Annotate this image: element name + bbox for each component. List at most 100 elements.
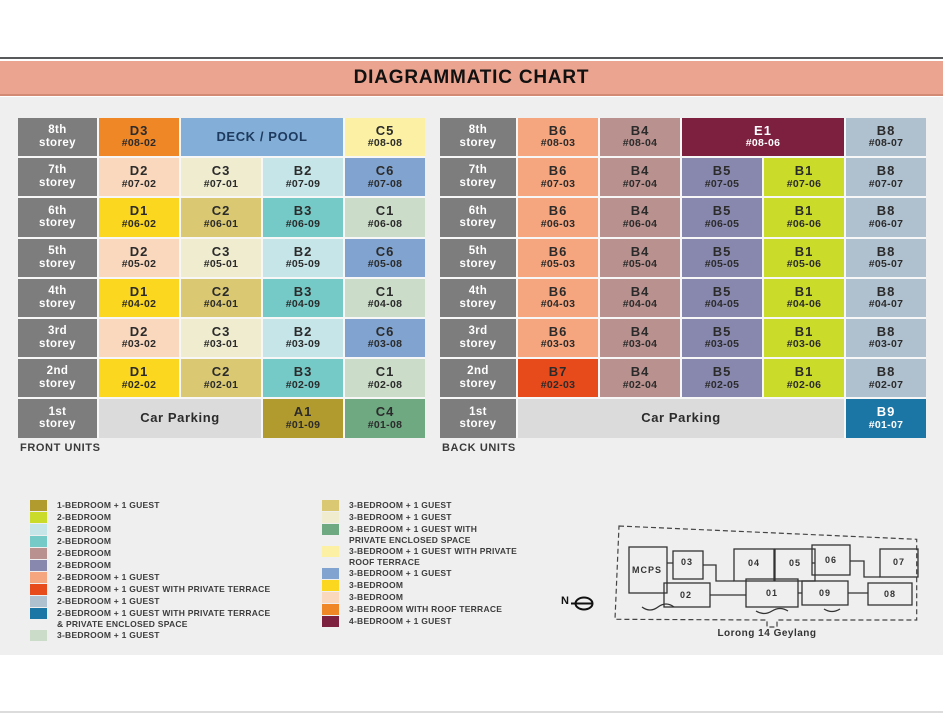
unit-cell: D1 #06-02 xyxy=(99,198,179,237)
unit-cell: B5 #02-05 xyxy=(682,359,762,398)
back-units-grid: 8th storey B6 #08-03 B4 #08-04 E1 #08-06 B8 #08-0… xyxy=(440,118,926,438)
street-label: Lorong 14 Geylang xyxy=(717,628,816,639)
legend-item: 3-BEDROOM + 1 GUEST WITH PRIVATE ROOF TE… xyxy=(322,546,602,567)
legend-item-label: 3-BEDROOM xyxy=(349,592,404,603)
unit-number: #02-08 xyxy=(367,378,403,391)
unit-type: B1 xyxy=(794,283,814,299)
unit-cell: D2 #05-02 xyxy=(99,238,179,277)
unit-cell: B1 #06-06 xyxy=(764,198,844,237)
unit-cell: C2 #04-01 xyxy=(181,278,261,317)
unit-type: B6 xyxy=(548,323,568,339)
unit-number: #04-05 xyxy=(704,298,740,311)
legend-item: 2-BEDROOM + 1 GUEST WITH PRIVATE TERRACE xyxy=(30,584,318,595)
title-bar: DIAGRAMMATIC CHART xyxy=(0,61,943,96)
unit-cell: B4 #04-04 xyxy=(600,278,680,317)
unit-type: B3 xyxy=(293,203,313,219)
unit-number: #07-07 xyxy=(868,177,904,190)
unit-cell: B8 #04-07 xyxy=(846,278,926,317)
unit-cell: B6 #06-03 xyxy=(518,198,598,237)
unit-type: B6 xyxy=(548,283,568,299)
legend-color-swatch xyxy=(30,560,47,571)
unit-type: B5 xyxy=(712,283,732,299)
legend-item: 3-BEDROOM + 1 GUEST xyxy=(30,630,318,642)
unit-cell: B5 #04-05 xyxy=(682,278,762,317)
unit-type: B6 xyxy=(548,243,568,259)
storey-label-cell: 5th storey xyxy=(440,238,516,277)
legend-color-swatch xyxy=(322,512,339,523)
car-parking-cell: Car Parking xyxy=(99,399,261,438)
unit-cell: B1 #03-06 xyxy=(764,318,844,358)
site-unit-label: 09 xyxy=(819,588,831,598)
unit-number: #02-09 xyxy=(285,378,321,391)
legend-item: 2-BEDROOM xyxy=(30,536,318,547)
unit-number: #07-03 xyxy=(540,177,576,190)
unit-cell: B5 #06-05 xyxy=(682,198,762,237)
unit-type: B7 xyxy=(548,364,568,380)
legend-color-swatch xyxy=(322,568,339,580)
unit-number: #04-07 xyxy=(868,298,904,311)
site-unit-label: 02 xyxy=(680,590,692,600)
unit-type: A1 xyxy=(293,404,313,420)
legend-item: 3-BEDROOM + 1 GUEST xyxy=(322,500,602,511)
unit-cell: C4 #01-08 xyxy=(345,399,425,438)
storey-label-cell: 1st storey xyxy=(440,399,516,438)
legend-item-label: 3-BEDROOM + 1 GUEST xyxy=(349,512,452,522)
legend-color-swatch xyxy=(322,500,339,511)
unit-number: #05-01 xyxy=(203,258,239,271)
unit-number: #07-02 xyxy=(121,177,157,190)
unit-type: C4 xyxy=(375,404,395,420)
legend-item-label: 1-BEDROOM + 1 GUEST xyxy=(57,500,160,510)
unit-number: #02-06 xyxy=(786,378,822,391)
unit-number: #01-09 xyxy=(285,418,321,431)
legend-item-label: 3-BEDROOM + 1 GUEST WITH PRIVATE ROOF TE… xyxy=(349,546,518,567)
storey-word: storey xyxy=(39,137,76,150)
legend-item-label: 2-BEDROOM xyxy=(57,512,112,522)
unit-number: #03-01 xyxy=(203,338,239,351)
unit-cell: B6 #04-03 xyxy=(518,278,598,317)
unit-cell: E1 #08-06 xyxy=(682,118,844,157)
legend-item: 3-BEDROOM + 1 GUEST xyxy=(322,512,602,523)
legend-item: 2-BEDROOM xyxy=(30,524,318,535)
legend-item-label: 2-BEDROOM xyxy=(57,536,112,546)
unit-number: #03-03 xyxy=(540,338,576,351)
legend-item: 1-BEDROOM + 1 GUEST xyxy=(30,500,318,511)
unit-cell: B1 #07-06 xyxy=(764,158,844,197)
unit-type: B1 xyxy=(794,364,814,380)
unit-number: #07-09 xyxy=(285,177,321,190)
storey-word: storey xyxy=(459,217,497,230)
unit-cell: C6 #07-08 xyxy=(345,158,425,197)
legend-item-label: 2-BEDROOM + 1 GUEST xyxy=(57,596,160,606)
storey-label-cell: 2nd storey xyxy=(18,359,97,398)
legend-color-swatch xyxy=(30,630,47,642)
storey-word: storey xyxy=(39,378,76,391)
unit-type: C2 xyxy=(211,283,231,299)
storey-label-cell: 7th storey xyxy=(18,158,97,197)
north-arrow-icon xyxy=(570,596,594,611)
unit-cell: B4 #03-04 xyxy=(600,318,680,358)
unit-number: #02-02 xyxy=(121,378,157,391)
legend-item: 3-BEDROOM WITH ROOF TERRACE xyxy=(322,604,602,616)
unit-number: #05-08 xyxy=(367,258,403,271)
unit-cell: B4 #06-04 xyxy=(600,198,680,237)
legend-color-swatch xyxy=(30,512,47,523)
unit-type: B8 xyxy=(876,364,896,380)
unit-cell: B5 #07-05 xyxy=(682,158,762,197)
storey-word: storey xyxy=(459,137,497,150)
legend-color-swatch xyxy=(322,580,339,592)
unit-type: B1 xyxy=(794,203,814,219)
unit-number: #02-05 xyxy=(704,378,740,391)
unit-type: B8 xyxy=(876,323,896,339)
bottom-divider-line xyxy=(0,711,943,713)
unit-cell: B1 #02-06 xyxy=(764,359,844,398)
unit-number: #04-04 xyxy=(622,298,658,311)
unit-type: B2 xyxy=(293,243,313,259)
storey-number: 4th xyxy=(468,284,488,297)
unit-type: B6 xyxy=(548,163,568,179)
unit-number: #05-07 xyxy=(868,258,904,271)
legend-item: 2-BEDROOM xyxy=(30,512,318,523)
legend-item: 2-BEDROOM + 1 GUEST xyxy=(30,572,318,583)
unit-type: C2 xyxy=(211,203,231,219)
legend-item: 4-BEDROOM + 1 GUEST xyxy=(322,616,602,628)
unit-cell: B7 #02-03 xyxy=(518,359,598,398)
unit-cell: D1 #02-02 xyxy=(99,359,179,398)
